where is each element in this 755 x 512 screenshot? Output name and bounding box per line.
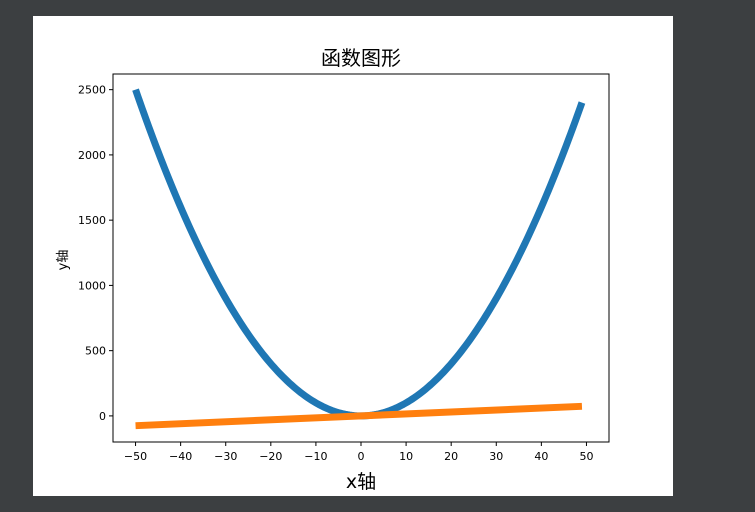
x-axis-label: x轴 [346,471,376,493]
x-tick-label: 10 [399,450,413,463]
plot-area-frame [112,73,610,443]
x-tick-label: −50 [124,450,147,463]
series-group [132,88,586,430]
x-tick-label: −30 [214,450,237,463]
line-chart: 函数图形 −50 −40 −30 −20 −10 0 10 20 30 40 50 0 500 1000… [56,46,610,493]
y-tick-label: 0 [99,410,106,423]
x-tick-label: −40 [169,450,192,463]
x-tick-label: −10 [304,450,327,463]
x-tick-label: 30 [489,450,503,463]
series-line-0 [132,88,586,420]
y-axis-label: y轴 [56,250,71,271]
x-axis-ticks: −50 −40 −30 −20 −10 0 10 20 30 40 50 [124,442,593,463]
y-tick-label: 2000 [78,149,106,162]
y-tick-label: 500 [85,345,106,358]
series-line-1 [135,402,583,430]
x-tick-label: 50 [579,450,593,463]
x-tick-label: 40 [534,450,548,463]
x-tick-label: −20 [259,450,282,463]
figure-canvas: 函数图形 −50 −40 −30 −20 −10 0 10 20 30 40 50 0 500 1000… [33,16,673,496]
y-tick-label: 2500 [78,84,106,97]
chart-title: 函数图形 [321,46,401,70]
y-tick-label: 1500 [78,214,106,227]
y-tick-label: 1000 [78,279,106,292]
x-tick-label: 0 [358,450,365,463]
y-axis-ticks: 0 500 1000 1500 2000 2500 [78,84,113,423]
x-tick-label: 20 [444,450,458,463]
